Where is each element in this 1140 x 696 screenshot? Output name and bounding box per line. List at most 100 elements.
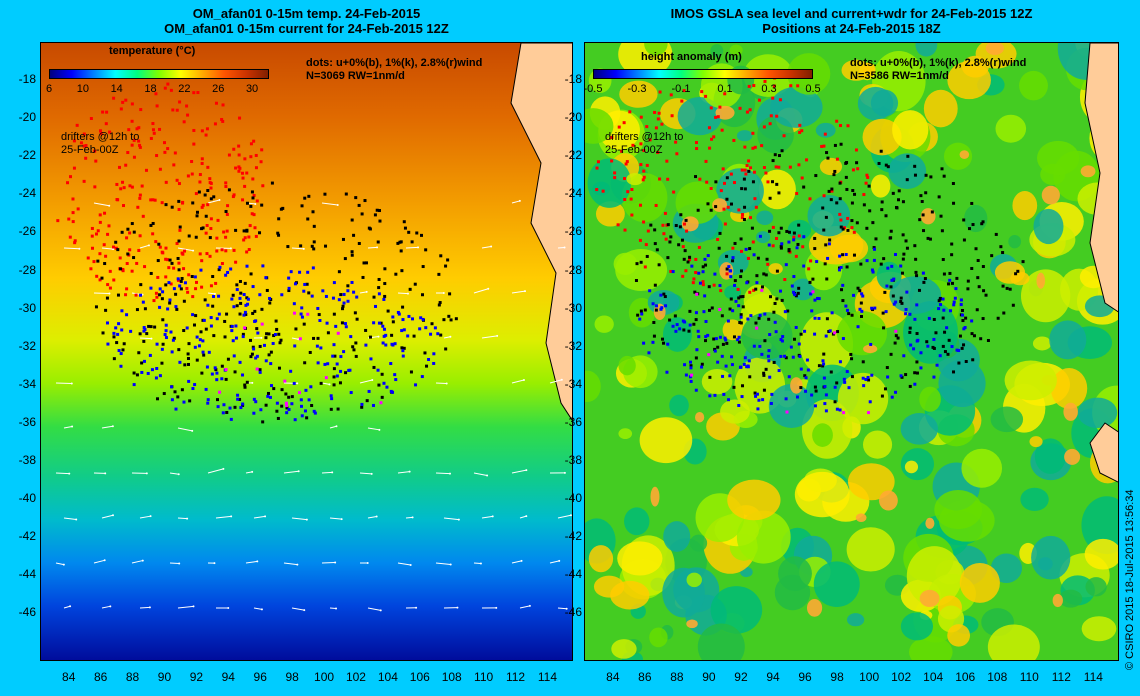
lat-tick-left: -24 [18, 186, 36, 201]
lon-tick-right: 86 [638, 670, 652, 684]
left-legend: dots: u+0%(b), 1%(k), 2.8%(r)wind N=3069… [306, 57, 482, 83]
lon-tick-left: 102 [345, 670, 366, 684]
lon-tick-right: 106 [955, 670, 976, 684]
lon-tick-right: 104 [923, 670, 944, 684]
lat-tick-left: -40 [18, 491, 36, 506]
lon-tick-right: 98 [830, 670, 844, 684]
credit-text: © CSIRO 2015 18-Jul-2015 13:56:34 [1124, 489, 1136, 670]
left-drifters-line2: 25-Feb-00Z [61, 144, 119, 156]
right-legend-line1: dots: u+0%(b), 1%(k), 2.8%(r)wind [850, 57, 1027, 69]
lat-tick-right: -34 [564, 376, 582, 391]
right-drifters-line1: drifters @12h to [605, 131, 684, 143]
temperature-map [41, 43, 572, 660]
lon-tick-right: 96 [798, 670, 812, 684]
right-legend: dots: u+0%(b), 1%(k), 2.8%(r)wind N=3586… [850, 57, 1026, 83]
lat-tick-left: -32 [18, 338, 36, 353]
colorbar-tick: 6 [45, 83, 53, 95]
lat-tick-right: -22 [564, 148, 582, 163]
lat-tick-right: -38 [564, 453, 582, 467]
lon-tick-left: 110 [474, 670, 494, 684]
lat-tick-left: -28 [18, 262, 36, 277]
left-title-line1: OM_afan01 0-15m temp. 24-Feb-2015 [192, 6, 421, 21]
lon-tick-right: 88 [670, 670, 684, 684]
lat-tick-right: -28 [564, 262, 582, 277]
right-drifters-note: drifters @12h to 25-Feb-00Z [605, 131, 683, 157]
lat-tick-left: -20 [18, 110, 36, 125]
lon-tick-left: 84 [62, 670, 76, 684]
left-drifters-note: drifters @12h to 25-Feb-00Z [61, 131, 139, 157]
lat-tick-right: -30 [564, 300, 582, 315]
lon-tick-right: 102 [891, 670, 912, 684]
lon-tick-left: 106 [409, 670, 430, 684]
lon-tick-left: 100 [314, 670, 335, 684]
colorbar-tick: 30 [245, 83, 259, 95]
colorbar-tick: -0.1 [671, 83, 691, 95]
height-anomaly-colorbar [593, 69, 813, 79]
right-title-line1: IMOS GSLA sea level and current+wdr for … [670, 6, 1033, 21]
right-colorbar-title: height anomaly (m) [641, 51, 742, 63]
lat-tick-left: -26 [18, 224, 36, 239]
temperature-map-panel: temperature (°C) 6 10 14 18 22 26 30 dots: u+0… [40, 42, 573, 661]
lat-tick-right: -44 [564, 567, 582, 582]
lat-tick-right: -32 [564, 338, 582, 353]
lon-tick-left: 86 [93, 670, 108, 684]
left-colorbar-title: temperature (°C) [109, 45, 196, 57]
colorbar-tick: -0.3 [627, 83, 647, 95]
lat-tick-right: -36 [564, 414, 582, 429]
lon-tick-left: 108 [441, 670, 462, 684]
left-title: OM_afan01 0-15m temp. 24-Feb-2015 OM_afa… [40, 6, 573, 36]
colorbar-tick: 22 [178, 83, 191, 95]
colorbar-tick: 26 [212, 83, 225, 95]
lat-tick-right: -24 [564, 186, 582, 201]
temperature-colorbar [49, 69, 269, 79]
lat-tick-right: -18 [564, 72, 582, 87]
lat-tick-left: -38 [18, 453, 36, 467]
lon-tick-left: 92 [189, 670, 204, 684]
left-legend-line1: dots: u+0%(b), 1%(k), 2.8%(r)wind [306, 57, 483, 69]
sea-level-map-panel: height anomaly (m) -0.5 -0.3 -0.1 0.1 0.3 0.5… [584, 42, 1119, 661]
lat-tick-left: -46 [18, 605, 36, 620]
lon-tick-right: 90 [702, 670, 716, 684]
lat-tick-left: -22 [18, 148, 36, 163]
lat-tick-right: -42 [564, 529, 582, 544]
lon-tick-left: 112 [505, 670, 526, 684]
lon-tick-right: 114 [1083, 670, 1103, 684]
sea-level-map [585, 43, 1118, 660]
colorbar-tick: 0.5 [805, 83, 821, 95]
lat-tick-left: -44 [18, 567, 36, 582]
lon-tick-left: 96 [253, 670, 267, 684]
lat-tick-left: -18 [18, 72, 36, 87]
right-drifters-line2: 25-Feb-00Z [605, 144, 663, 156]
colorbar-tick: 10 [76, 83, 89, 95]
lat-tick-right: -26 [564, 224, 582, 239]
right-title-line2: Positions at 24-Feb-2015 18Z [762, 21, 941, 36]
left-drifters-line1: drifters @12h to [61, 131, 140, 143]
lon-tick-left: 90 [157, 670, 172, 684]
lon-tick-right: 94 [766, 670, 780, 684]
lat-tick-left: -42 [18, 529, 36, 544]
left-legend-line2: N=3069 RW=1nm/d [306, 70, 405, 82]
lon-tick-right: 84 [606, 670, 620, 684]
lon-tick-right: 112 [1051, 670, 1071, 684]
lat-tick-right: -40 [564, 491, 582, 506]
right-title: IMOS GSLA sea level and current+wdr for … [584, 6, 1119, 36]
left-title-line2: OM_afan01 0-15m current for 24-Feb-2015 … [164, 21, 449, 36]
colorbar-tick: 14 [110, 83, 123, 95]
lon-tick-right: 110 [1019, 670, 1039, 684]
lon-tick-left: 94 [221, 670, 235, 684]
lat-tick-left: -30 [18, 300, 36, 315]
lon-tick-right: 100 [859, 670, 880, 684]
lon-tick-left: 114 [537, 670, 558, 684]
lon-tick-left: 104 [377, 670, 398, 684]
lon-tick-left: 98 [285, 670, 299, 684]
lon-tick-left: 88 [125, 670, 140, 684]
lat-tick-right: -46 [564, 605, 582, 620]
colorbar-tick: 0.1 [717, 83, 733, 95]
colorbar-tick: 18 [144, 83, 157, 95]
lat-tick-left: -34 [18, 376, 36, 391]
right-legend-line2: N=3586 RW=1nm/d [850, 70, 949, 82]
colorbar-tick: -0.5 [584, 83, 603, 95]
lat-tick-left: -36 [18, 414, 36, 429]
lat-tick-right: -20 [564, 110, 582, 125]
lon-tick-right: 108 [987, 670, 1008, 684]
